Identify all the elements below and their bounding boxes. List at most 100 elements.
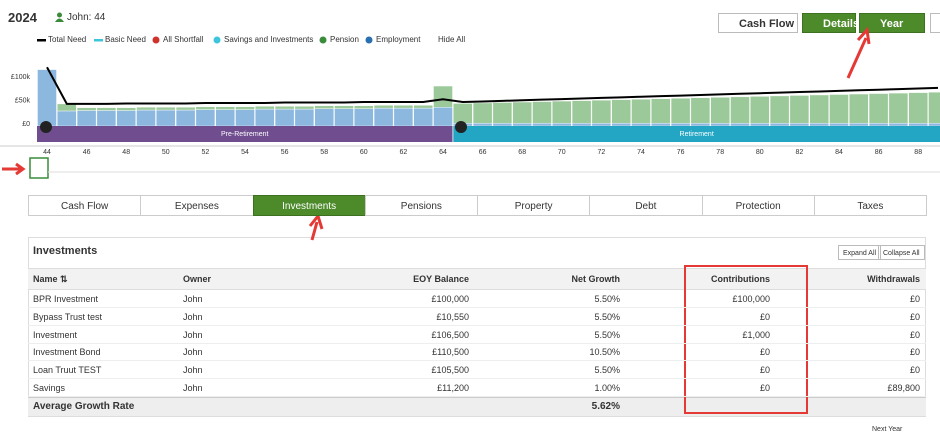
- bar-segment: [750, 122, 770, 127]
- year-slider[interactable]: [29, 157, 49, 179]
- year: 2024: [8, 10, 37, 25]
- zoom-icon: [455, 121, 467, 133]
- cell: 1.00%: [594, 383, 620, 393]
- cell: £0: [909, 365, 920, 376]
- bar-segment: [611, 99, 631, 124]
- bar-segment: [670, 98, 691, 124]
- phase-band: [453, 126, 940, 142]
- row-divider: [28, 378, 926, 380]
- bar-segment: [255, 106, 275, 110]
- row-divider: [28, 342, 926, 344]
- legend-label[interactable]: All Shortfall: [163, 35, 204, 44]
- bar-segment: [76, 107, 97, 111]
- bar-segment: [730, 122, 750, 127]
- bar-segment: [175, 106, 196, 111]
- tab[interactable]: Expenses: [140, 195, 254, 216]
- hide-all[interactable]: Hide All: [438, 35, 466, 44]
- year-view-button[interactable]: Year View: [859, 13, 925, 50]
- cash-flow-dropdown[interactable]: Cash Flow: [718, 13, 798, 33]
- legend-swatch: [365, 36, 373, 44]
- bar-segment: [393, 107, 414, 127]
- bar-segment: [690, 97, 711, 124]
- collapse-all[interactable]: Collapse All: [878, 245, 925, 260]
- cell: John: [183, 347, 203, 358]
- bar-segment: [809, 122, 829, 127]
- bar-segment: [868, 93, 889, 124]
- cell: £106,500: [431, 329, 469, 340]
- expand-all[interactable]: Expand All: [838, 245, 882, 260]
- bar-segment: [116, 107, 136, 111]
- phase-label: Pre-Retirement: [221, 131, 269, 138]
- cell: Savings: [33, 383, 66, 393]
- cell: 5.50%: [594, 294, 620, 304]
- bar-segment: [492, 102, 513, 124]
- tab[interactable]: Property: [477, 195, 591, 216]
- tab[interactable]: Protection: [701, 195, 815, 216]
- column-header[interactable]: Name ⇅: [33, 274, 68, 284]
- bar-segment: [670, 122, 691, 127]
- bar-segment: [829, 122, 849, 127]
- panel: [28, 237, 926, 417]
- legend-label[interactable]: Basic Need: [105, 35, 146, 44]
- cell: £100,000: [732, 294, 770, 304]
- bar-segment: [809, 94, 829, 124]
- bar-segment: [334, 105, 354, 109]
- x-tick-label: 70: [558, 149, 566, 156]
- legend-label[interactable]: Pension: [330, 35, 359, 44]
- x-tick-label: 64: [439, 149, 447, 156]
- bar-segment: [651, 122, 671, 127]
- bar-segment: [591, 122, 612, 127]
- legend-label[interactable]: Savings and Investments: [224, 35, 314, 44]
- bar-segment: [888, 122, 909, 127]
- y-tick-label: £50k: [15, 97, 31, 104]
- cell: John: [183, 294, 203, 304]
- highlight-box: [684, 265, 808, 414]
- bar-segment: [294, 108, 315, 127]
- bar-segment: [710, 97, 730, 124]
- swatch: [94, 39, 103, 42]
- details-button[interactable]: Details: [802, 13, 859, 33]
- cell: John: [183, 311, 203, 322]
- bar-segment: [492, 122, 513, 127]
- bar-segment: [888, 92, 909, 124]
- bar-segment: [532, 122, 552, 127]
- tab[interactable]: Debt: [589, 195, 703, 216]
- x-tick-label: 76: [677, 149, 685, 156]
- legend-label[interactable]: Total Need: [48, 35, 87, 44]
- bar-segment: [769, 122, 790, 127]
- cell: £11,200: [437, 383, 469, 393]
- bar-segment: [769, 95, 790, 124]
- bar-segment: [136, 109, 156, 127]
- x-tick-label: 46: [83, 149, 91, 156]
- x-tick-label: 82: [796, 149, 804, 156]
- more-button[interactable]: [930, 13, 940, 33]
- tab[interactable]: Cash Flow: [28, 195, 142, 216]
- bar-segment: [195, 109, 216, 127]
- cell: Loan Truut TEST: [33, 365, 102, 376]
- bar-segment: [274, 108, 295, 127]
- bar-segment: [334, 108, 354, 127]
- table-footer: [28, 397, 926, 416]
- bar-segment: [57, 110, 77, 127]
- bar-segment: [116, 110, 136, 127]
- cell: 5.50%: [594, 311, 620, 322]
- legend-label[interactable]: Employment: [376, 35, 421, 44]
- x-tick-label: 68: [518, 149, 526, 156]
- bar-segment: [433, 85, 453, 108]
- bar-segment: [631, 122, 651, 127]
- cell: £1,000: [742, 329, 770, 340]
- footer-label: Average Growth Rate: [33, 401, 135, 412]
- swatch: [37, 39, 46, 42]
- bar-segment: [928, 122, 940, 127]
- bar-segment: [849, 122, 869, 127]
- tab[interactable]: Taxes: [813, 195, 927, 216]
- bar-segment: [453, 103, 473, 124]
- column-header: Owner: [183, 274, 212, 284]
- bar-segment: [829, 94, 849, 124]
- cell: £100,000: [431, 294, 469, 304]
- tab[interactable]: Investments: [252, 195, 366, 216]
- next-year[interactable]: Next Year: [872, 426, 903, 433]
- x-tick-label: 50: [162, 149, 170, 156]
- tab[interactable]: Pensions: [364, 195, 478, 216]
- zoom-icon: [40, 121, 52, 133]
